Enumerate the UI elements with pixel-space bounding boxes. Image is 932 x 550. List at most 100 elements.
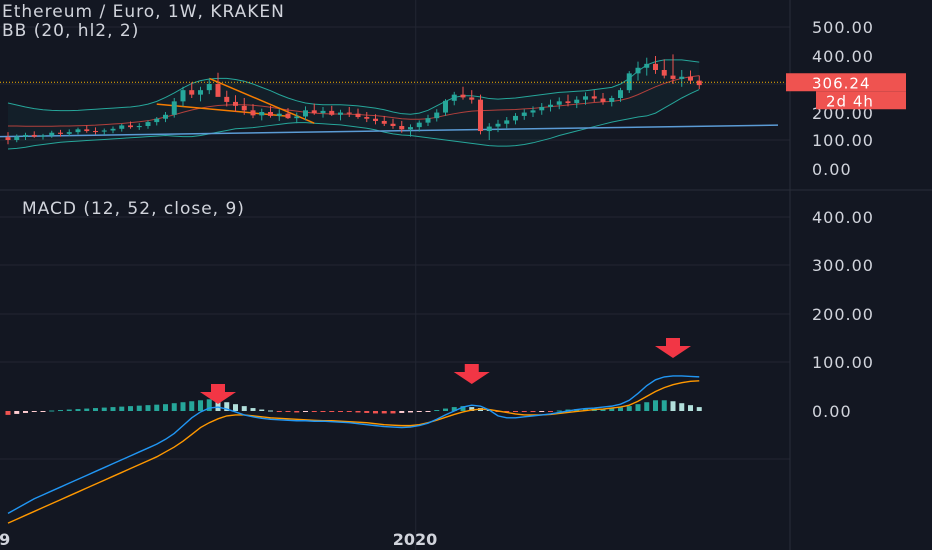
candle-body xyxy=(14,136,20,140)
candle-body xyxy=(565,101,571,104)
candle-body xyxy=(521,112,527,116)
macd-histogram-bar xyxy=(338,411,343,412)
candle-body xyxy=(320,110,326,114)
macd-histogram-bar xyxy=(416,411,422,412)
macd-histogram-bar xyxy=(241,406,247,411)
trendline-resistance-2[interactable] xyxy=(156,103,289,117)
time-axis[interactable]: 2019 2020 xyxy=(0,530,437,549)
macd-axis[interactable]: 400.00 300.00 200.00 100.00 0.00 xyxy=(812,208,874,421)
macd-histogram-bar xyxy=(259,409,265,411)
arrow-2021-icon xyxy=(655,338,691,358)
candle-body xyxy=(145,122,151,126)
symbol-title[interactable]: Ethereum / Euro, 1W, KRAKEN xyxy=(2,2,285,22)
macd-histogram-bar xyxy=(198,400,203,411)
candle-body xyxy=(600,98,606,102)
macd-histogram-bar xyxy=(101,407,107,411)
macd-indicator-label[interactable]: MACD (12, 52, close, 9) xyxy=(22,199,245,219)
macd-histogram-bar xyxy=(548,411,553,412)
macd-histogram-bar xyxy=(565,409,571,411)
candle-body xyxy=(381,120,387,124)
macd-histogram-bar xyxy=(408,411,413,413)
macd-histogram-bar xyxy=(556,410,562,412)
last-price-value: 306.24 xyxy=(812,74,871,92)
candle-body xyxy=(618,90,623,98)
candle-body xyxy=(661,70,667,76)
trendline-support[interactable] xyxy=(0,124,779,138)
candle-body xyxy=(574,99,580,104)
grid xyxy=(0,0,790,550)
macd-axis-tick: 400.00 xyxy=(812,208,874,227)
macd-histogram-bar xyxy=(346,411,352,412)
candle-body xyxy=(75,129,81,133)
macd-histogram-bar xyxy=(66,409,72,411)
signal-line xyxy=(7,380,700,524)
macd-histogram-bar xyxy=(189,401,195,411)
macd-histogram-bar xyxy=(618,407,623,411)
candle-body xyxy=(338,112,343,115)
candle-body xyxy=(670,75,676,79)
macd-histogram-bar xyxy=(5,411,11,415)
candle-body xyxy=(451,94,457,101)
candle-body xyxy=(268,112,273,116)
macd-histogram-bar xyxy=(661,400,667,411)
macd-histogram-bar xyxy=(329,411,335,412)
candle-body xyxy=(504,120,510,124)
candle-body xyxy=(101,130,107,132)
candle-body xyxy=(198,90,203,95)
candle-body xyxy=(171,101,177,115)
macd-histogram-bar xyxy=(381,411,387,414)
macd-line xyxy=(7,375,700,514)
last-price-badge xyxy=(786,73,906,92)
macd-histogram-bar xyxy=(504,411,510,412)
macd-histogram-bar xyxy=(451,407,457,411)
macd-histogram-bar xyxy=(539,411,545,412)
candle-body xyxy=(591,96,597,99)
candle-body xyxy=(539,106,545,111)
macd-histogram-bar xyxy=(154,404,160,411)
macd-histogram-bar xyxy=(434,410,440,412)
macd-histogram-bar xyxy=(311,411,317,412)
candle-body xyxy=(311,110,317,114)
candle-body xyxy=(416,122,422,128)
candle-body xyxy=(443,100,448,113)
macd-histogram-bar xyxy=(626,406,632,411)
macd-histogram-bar xyxy=(670,401,676,411)
candle-body xyxy=(285,113,291,119)
macd-histogram-bar xyxy=(276,411,282,412)
candle-body xyxy=(224,96,230,102)
macd-histogram-bar xyxy=(364,411,370,413)
macd-histogram-bar xyxy=(679,403,685,411)
macd-histogram-bar xyxy=(180,402,186,411)
candle-body xyxy=(626,73,632,91)
macd-histogram-bar xyxy=(49,410,55,412)
macd-pane[interactable] xyxy=(5,338,702,524)
macd-histogram-bar xyxy=(320,411,326,412)
candle-body xyxy=(355,113,361,118)
candle-body xyxy=(583,96,588,100)
bb-indicator-label[interactable]: BB (20, hl2, 2) xyxy=(2,21,140,41)
macd-histogram-bar xyxy=(58,410,63,412)
candle-body xyxy=(425,118,431,123)
macd-histogram-bar xyxy=(163,404,168,411)
price-pane[interactable] xyxy=(0,54,790,150)
candle-body xyxy=(346,112,352,114)
macd-histogram-bar xyxy=(224,402,230,411)
macd-histogram-bar xyxy=(469,407,475,411)
macd-histogram-bar xyxy=(285,411,291,412)
bb-band-fill xyxy=(8,59,700,149)
candle-body xyxy=(259,112,265,116)
arrow-2020-icon xyxy=(453,364,490,384)
candle-body xyxy=(250,110,256,116)
macd-histogram-bar xyxy=(110,407,116,411)
price-axis-tick: 400.00 xyxy=(812,47,874,66)
macd-histogram-bar xyxy=(635,404,641,411)
candle-body xyxy=(66,132,72,134)
macd-histogram-bar xyxy=(215,400,221,411)
candle-body xyxy=(303,110,308,117)
macd-histogram-bar xyxy=(600,408,606,411)
arrow-2019-icon xyxy=(200,384,236,404)
candle-body xyxy=(84,129,90,132)
macd-histogram-bar xyxy=(390,411,396,414)
bb-basis-line xyxy=(8,75,700,127)
